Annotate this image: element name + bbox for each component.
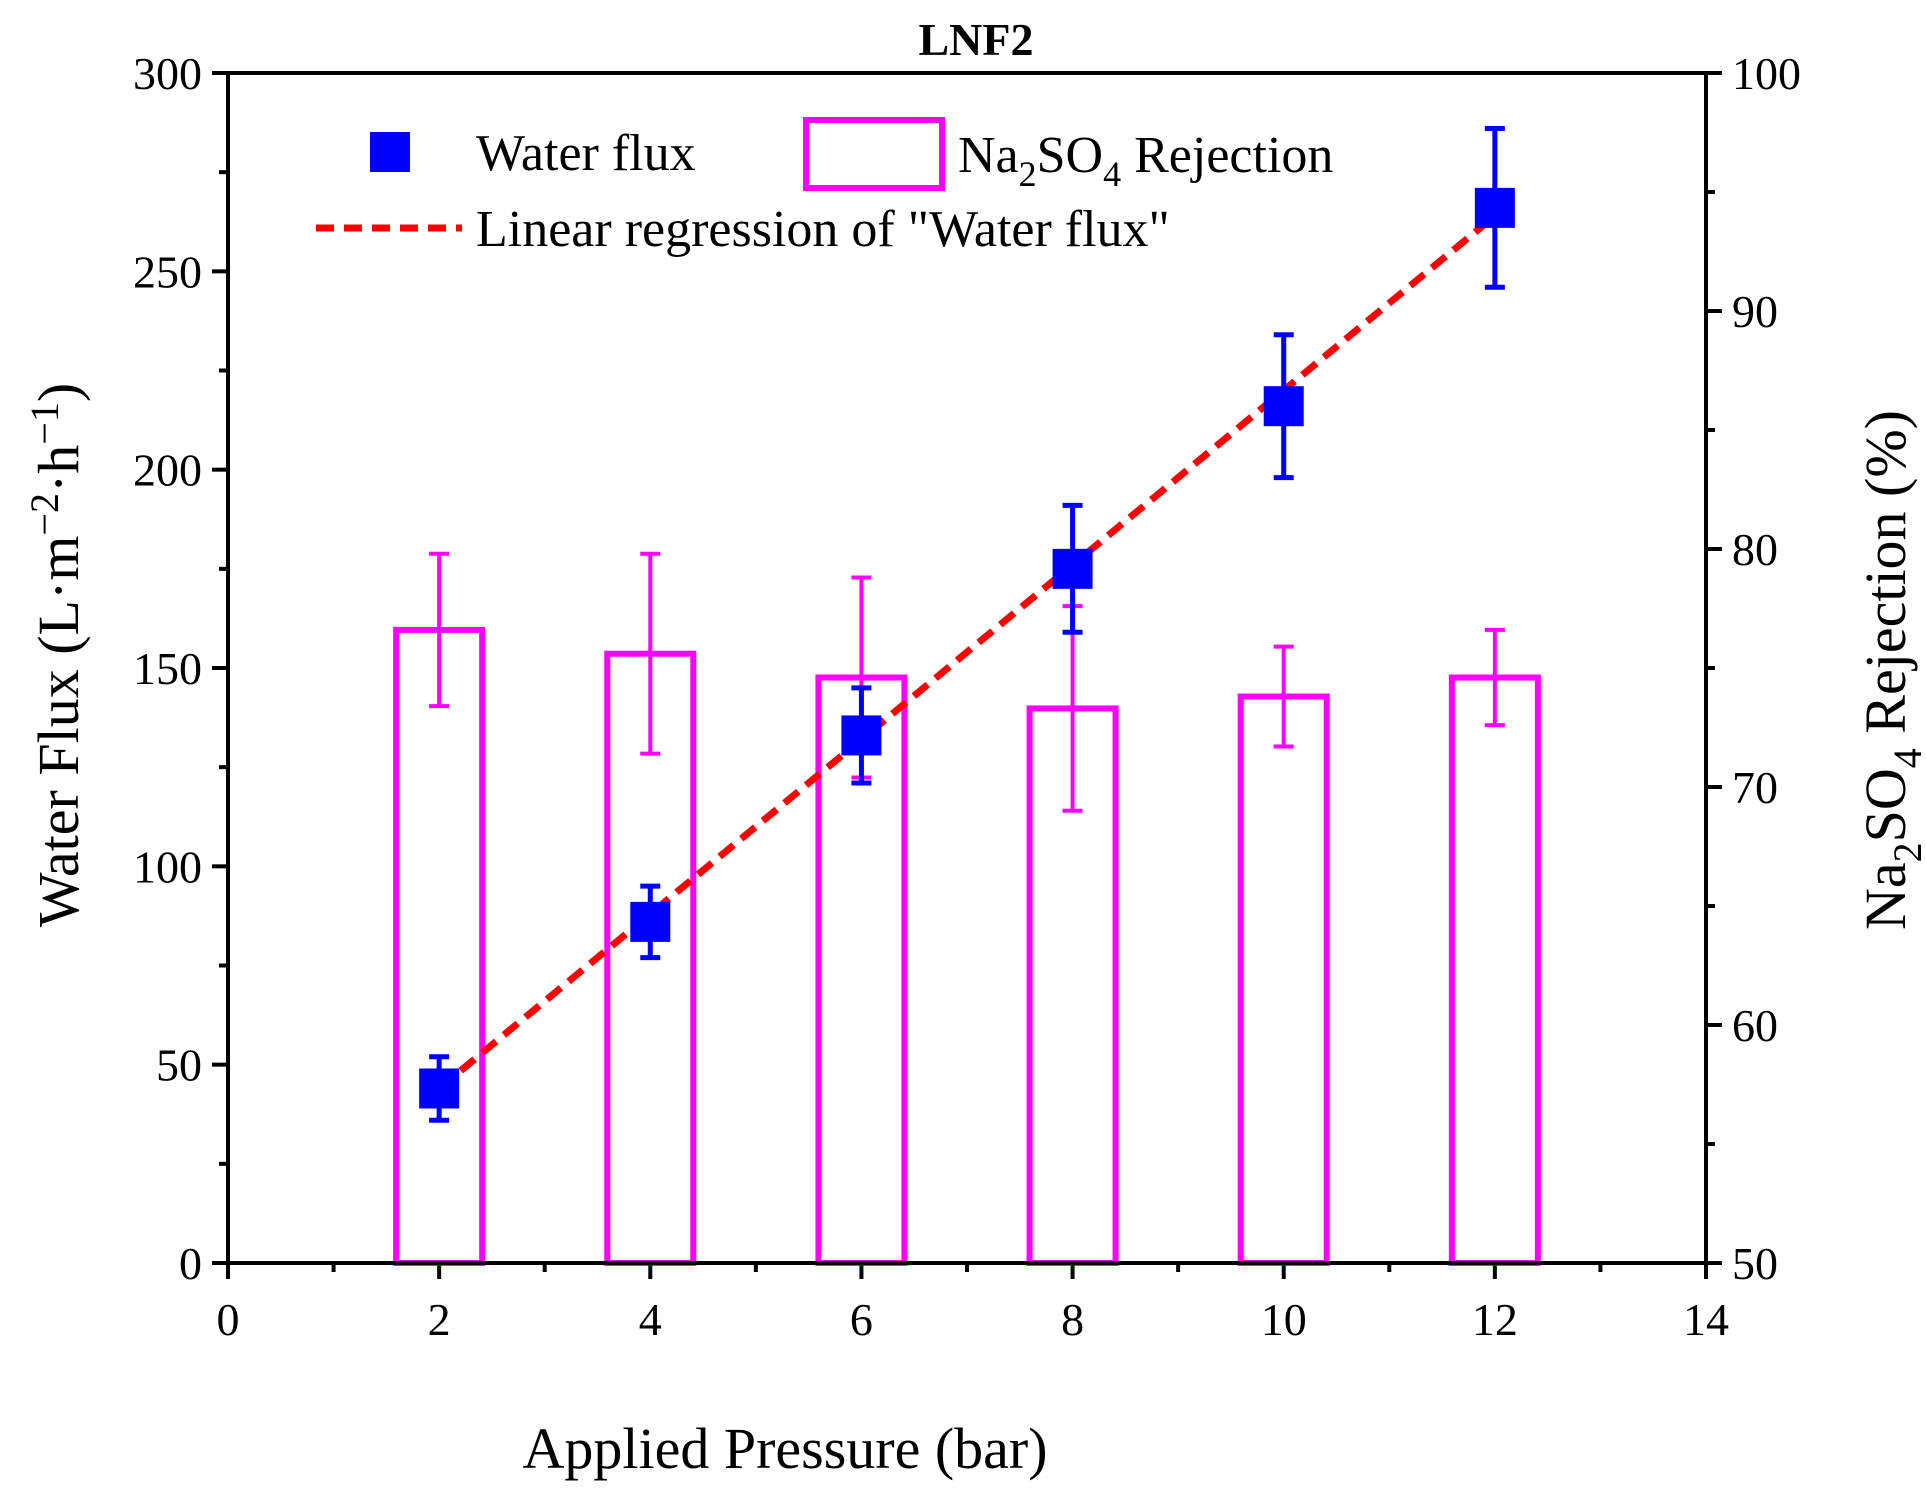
rejection-bars <box>393 551 1541 1266</box>
y-tick-label: 200 <box>133 445 202 496</box>
y-tick-label: 0 <box>179 1238 202 1289</box>
y2label-b: SO <box>1853 768 1918 842</box>
y2-tick-label: 50 <box>1732 1238 1778 1289</box>
y2label-a: Na <box>1853 862 1918 930</box>
x-tick-label: 0 <box>217 1294 240 1345</box>
y-tick-label: 300 <box>133 48 202 99</box>
y2-tick-label: 60 <box>1732 1000 1778 1051</box>
ylabel-sup1: −2 <box>22 493 67 536</box>
legend-rej-sub2: 4 <box>1103 154 1121 194</box>
y-tick-label: 50 <box>156 1040 202 1091</box>
legend-regression-label: Linear regression of "Water flux" <box>476 201 1170 258</box>
legend-rej-c: Rejection <box>1121 127 1333 184</box>
y2-tick-label: 80 <box>1732 524 1778 575</box>
legend-water-flux-swatch <box>370 132 410 172</box>
legend-rejection-label: Na2SO4 Rejection <box>958 127 1333 194</box>
x-axis-title: Applied Pressure (bar) <box>522 1416 1047 1481</box>
legend-rejection-swatch <box>803 117 945 191</box>
x-tick-label: 6 <box>850 1294 873 1345</box>
y-tick-label: 100 <box>133 841 202 892</box>
y-axis-right: 50 60 70 80 90 100 <box>1706 48 1801 1289</box>
water-flux-point <box>419 1068 460 1109</box>
y2-tick-label: 90 <box>1732 286 1778 337</box>
water-flux-point <box>1474 187 1515 228</box>
ylabel-close: ) <box>26 383 91 402</box>
y2label-sub2: 4 <box>1885 748 1926 768</box>
x-tick-label: 4 <box>639 1294 662 1345</box>
y-axis-left: 0 50 100 150 200 250 300 <box>133 48 228 1289</box>
x-tick-label: 8 <box>1061 1294 1084 1345</box>
ylabel-dot1: ·m <box>26 536 91 600</box>
y-axis-left-title: Water Flux (L·m−2·h−1) <box>22 383 91 927</box>
y-tick-label: 250 <box>133 246 202 297</box>
water-flux-points <box>419 126 1515 1123</box>
water-flux-point <box>1263 386 1304 427</box>
chart-title: LNF2 <box>919 14 1034 65</box>
legend-rej-b: SO <box>1037 127 1103 184</box>
y-axis-right-title: Na2SO4 Rejection (%) <box>1853 410 1926 930</box>
regression-line <box>436 213 1498 1092</box>
legend-rej-sub: 2 <box>1019 154 1037 194</box>
regression-line-group <box>436 213 1498 1092</box>
x-tick-label: 2 <box>428 1294 451 1345</box>
water-flux-point <box>1052 548 1093 589</box>
x-tick-label: 12 <box>1472 1294 1518 1345</box>
ylabel-sup2: −1 <box>22 402 67 445</box>
water-flux-point <box>841 715 882 756</box>
y-tick-label: 150 <box>133 643 202 694</box>
rejection-bar <box>1448 674 1541 1266</box>
ylabel-main: Water Flux (L <box>26 600 91 927</box>
y2-tick-label: 100 <box>1732 48 1801 99</box>
y2label-sub1: 2 <box>1885 842 1926 862</box>
x-axis: 0 2 4 6 8 10 12 14 <box>217 1263 1729 1345</box>
legend: Water flux Na2SO4 Rejection Linear regre… <box>316 117 1333 258</box>
rejection-bar <box>393 626 486 1266</box>
y2-tick-label: 70 <box>1732 762 1778 813</box>
rejection-bar <box>1237 693 1330 1266</box>
ylabel-dot2: ·h <box>26 445 91 493</box>
y2label-c: Rejection (%) <box>1853 410 1918 748</box>
x-tick-label: 14 <box>1683 1294 1729 1345</box>
legend-water-flux-label: Water flux <box>476 125 696 182</box>
legend-rej-a: Na <box>958 127 1019 184</box>
x-tick-label: 10 <box>1261 1294 1307 1345</box>
water-flux-point <box>630 901 671 942</box>
